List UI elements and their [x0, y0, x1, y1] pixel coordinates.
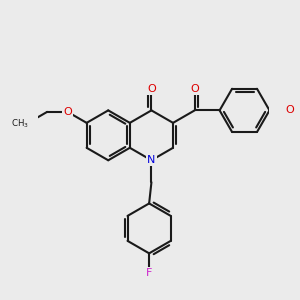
Text: O: O [63, 107, 72, 117]
Text: N: N [147, 155, 156, 165]
Text: O: O [147, 84, 156, 94]
Text: F: F [146, 268, 152, 278]
Text: O: O [286, 105, 294, 116]
Text: CH$_3$: CH$_3$ [11, 118, 29, 130]
Text: O: O [190, 84, 199, 94]
